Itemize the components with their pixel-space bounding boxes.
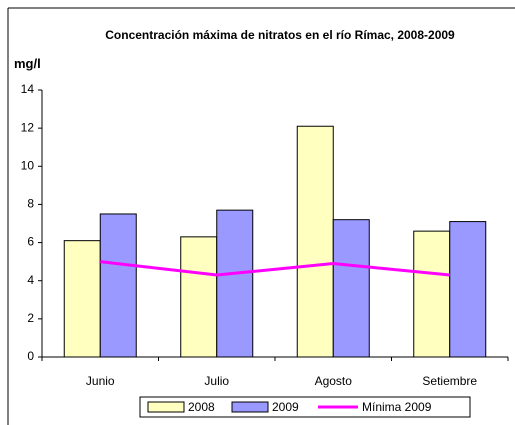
bar <box>63 240 101 358</box>
y-tick-label: 8 <box>27 197 34 211</box>
y-tick-label: 6 <box>27 235 34 249</box>
legend-label: 2008 <box>188 400 215 414</box>
bar <box>449 221 487 358</box>
x-tick-label: Setiembre <box>422 374 477 388</box>
bar <box>296 125 334 358</box>
x-tick-label: Julio <box>204 374 229 388</box>
x-tick-label: Junio <box>86 374 115 388</box>
line <box>100 260 450 277</box>
legend-swatch <box>231 401 269 413</box>
legend-swatch <box>147 401 185 413</box>
x-tick-label: Agosto <box>315 374 353 388</box>
bar <box>180 236 218 358</box>
legend-label: 2009 <box>272 400 299 414</box>
chart-title: Concentración máxima de nitratos en el r… <box>105 28 455 42</box>
y-tick-label: 14 <box>21 82 35 96</box>
bar <box>216 209 254 358</box>
legend-box <box>139 396 471 418</box>
y-tick-label: 12 <box>21 120 35 134</box>
y-tick-label: 2 <box>27 311 34 325</box>
y-tick-label: 4 <box>27 273 34 287</box>
y-tick-label: 10 <box>21 158 35 172</box>
legend-label: Mínima 2009 <box>362 400 432 414</box>
bar <box>332 219 370 358</box>
bar <box>99 213 137 358</box>
y-tick-label: 0 <box>27 349 34 363</box>
bar <box>413 230 451 358</box>
y-axis-label: mg/l <box>14 56 41 71</box>
